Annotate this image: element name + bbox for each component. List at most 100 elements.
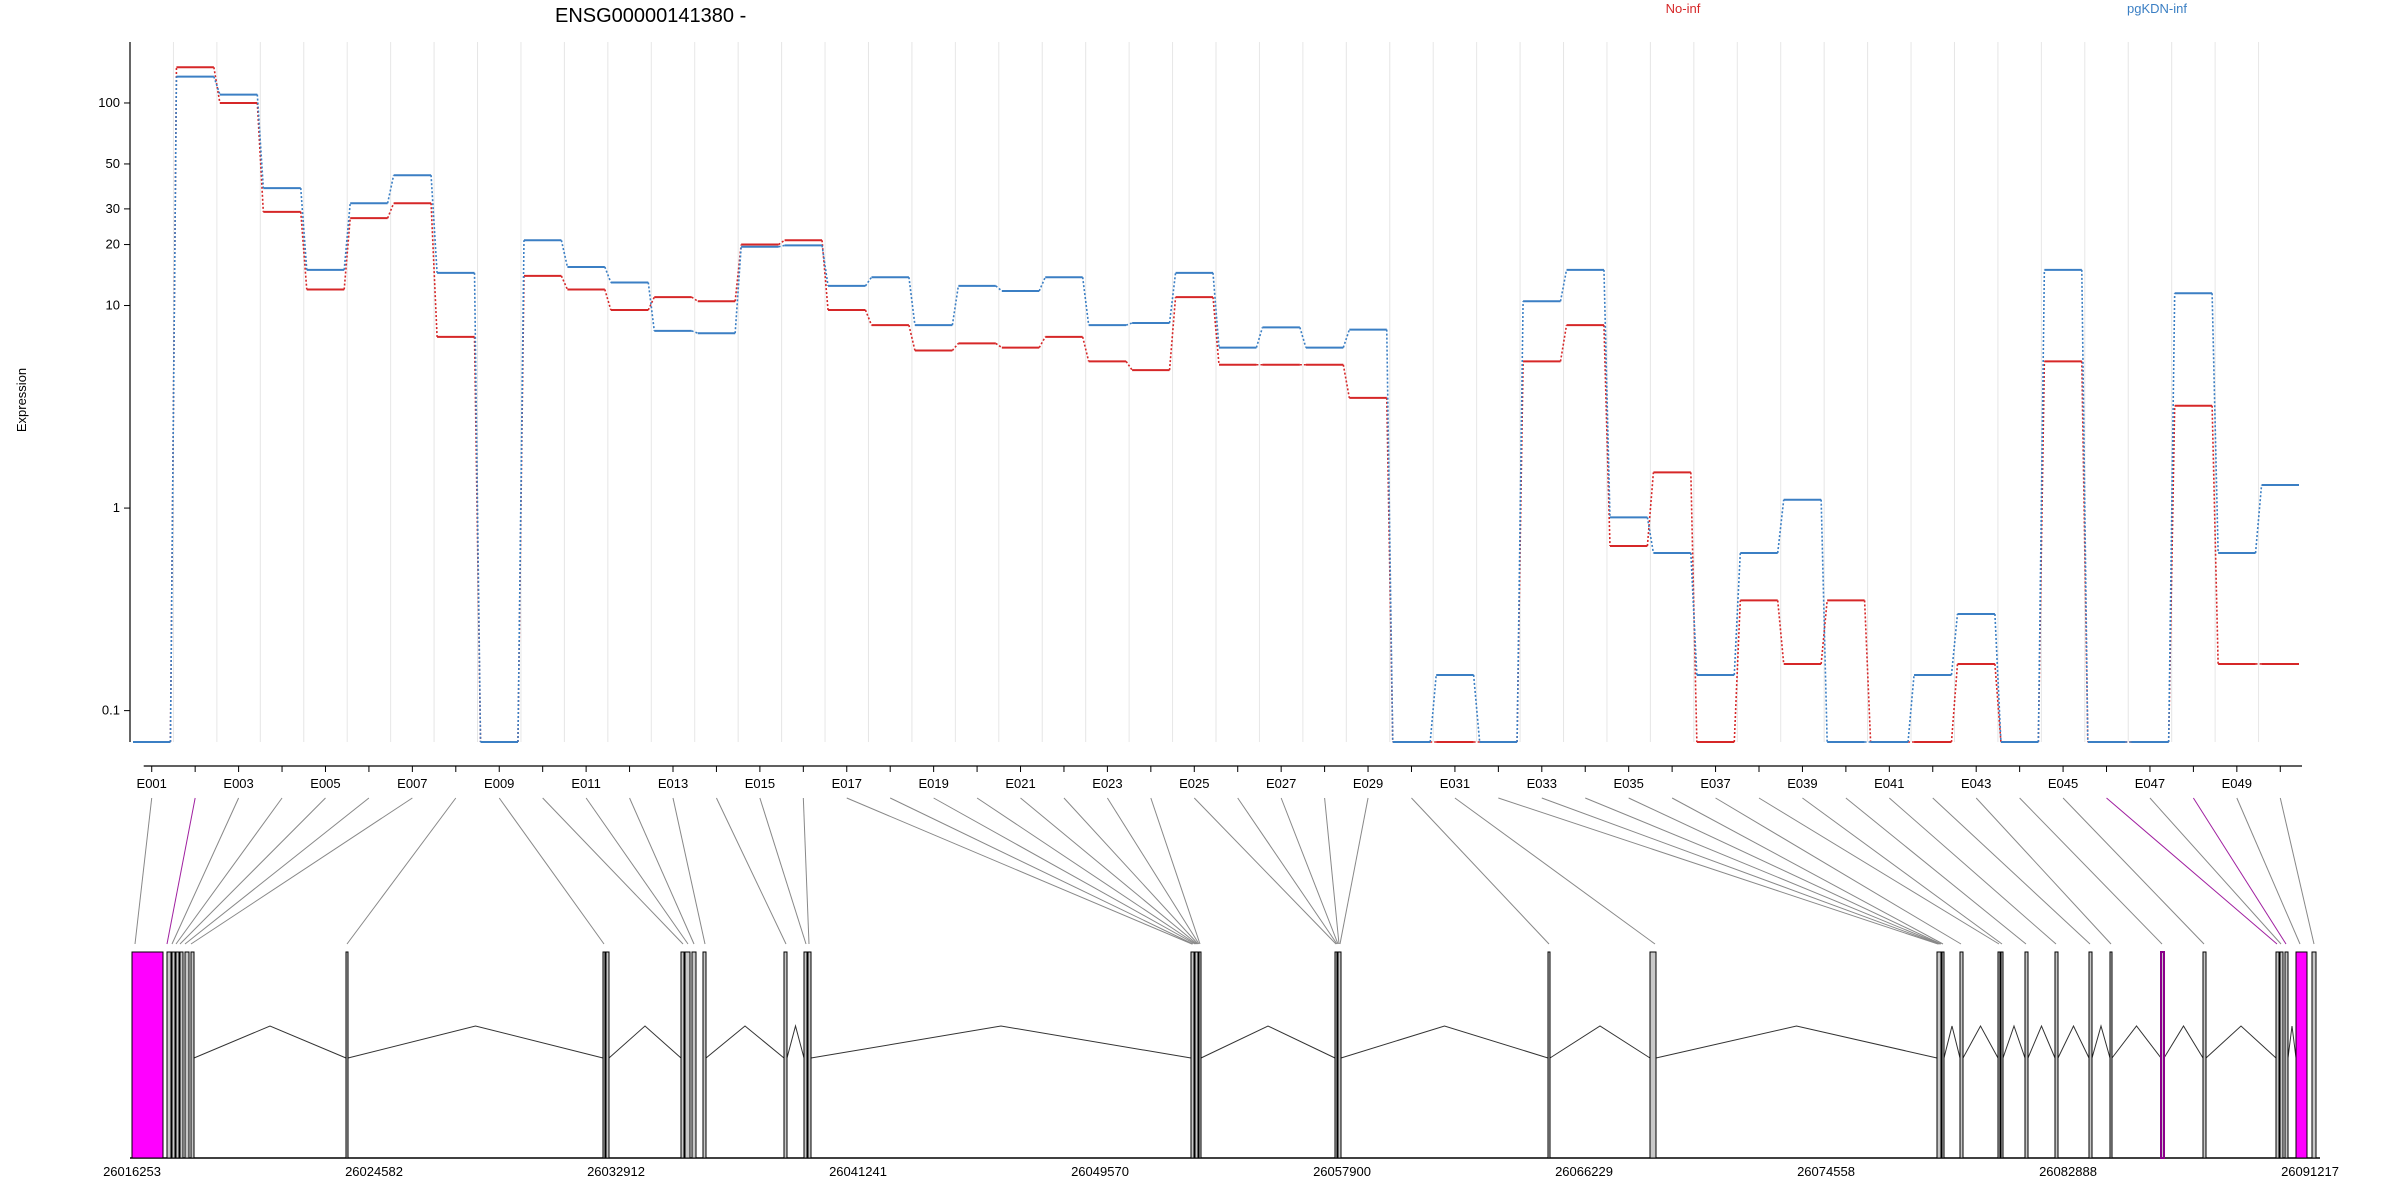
exon-connector (134, 797, 153, 945)
exon-connector (2019, 797, 2163, 945)
exon-block (1941, 951, 1945, 1159)
exon-label: E011 (571, 776, 600, 791)
intron (2163, 1025, 2204, 1059)
exon-connectors (134, 797, 2315, 945)
legend-entry-no-inf: No-inf (1666, 1, 1701, 16)
coordinate-label: 26066229 (1555, 1164, 1613, 1179)
exon-connector (166, 797, 196, 945)
exon-label: E039 (1787, 776, 1817, 791)
exon-transition (995, 342, 1003, 349)
exon-block (2000, 951, 2004, 1159)
exon-block (1649, 951, 1657, 1159)
exon-transition (908, 324, 916, 351)
exon-connector (1280, 797, 1339, 945)
exon-connector (672, 797, 706, 945)
intron (1340, 1025, 1549, 1059)
exon-connector (1498, 797, 1939, 945)
exon-block (1198, 951, 1202, 1159)
exon-transition (951, 285, 960, 326)
intron (2057, 1024, 2090, 1059)
exon-transition (1907, 674, 1915, 743)
intron (1943, 1025, 1961, 1059)
exon-block (2202, 951, 2207, 1159)
exon-connector (1585, 797, 1941, 945)
series-lines (133, 66, 2299, 743)
exon-transition (560, 240, 569, 268)
y-tick-label: 0.1 (102, 703, 120, 718)
coordinate-label: 26082888 (2039, 1164, 2097, 1179)
coordinate-label: 26074558 (1797, 1164, 1855, 1179)
exon-transition (1820, 600, 1828, 665)
exon-connector (1020, 797, 1198, 945)
exon-transition (1776, 600, 1785, 665)
intron (1962, 1024, 1999, 1059)
exon-connector (171, 797, 240, 945)
exon-block (131, 951, 164, 1159)
series-pgkdn-inf (133, 75, 2299, 743)
exon-label: E049 (2222, 776, 2252, 791)
exon-block (2295, 951, 2308, 1159)
exon-transition (995, 285, 1003, 292)
exon-transition (2254, 484, 2263, 554)
axes: 0.1 1 10 20 30 50 100 (98, 42, 2302, 772)
y-axis-label: Expression (14, 368, 29, 432)
exon-transition (1559, 269, 1568, 302)
exon-connector (1339, 797, 1369, 945)
exon-connector (802, 797, 810, 945)
exon-connector (1758, 797, 2000, 945)
exon-transition (2167, 293, 2176, 743)
intron (2205, 1025, 2277, 1059)
y-tick-label: 50 (106, 156, 120, 171)
exon-gridlines (172, 42, 2260, 742)
exon-connector (498, 797, 605, 945)
exon-transition (560, 275, 569, 290)
exon-connector (629, 797, 695, 945)
exon-connector (1150, 797, 1201, 945)
exon-connector (2106, 797, 2278, 945)
exon-label: E001 (137, 776, 167, 791)
exon-transition (778, 239, 786, 246)
exon-connector (1541, 797, 1940, 945)
exon-connector (1193, 797, 1337, 945)
exon-label: E017 (832, 776, 862, 791)
exon-connector (715, 797, 787, 945)
exon-block (684, 951, 691, 1159)
coordinate-label: 26049570 (1071, 1164, 1129, 1179)
exon-block (184, 951, 190, 1159)
exon-label: E043 (1961, 776, 1991, 791)
exon-transition (1776, 499, 1785, 554)
exon-label: E009 (484, 776, 514, 791)
intron (2111, 1025, 2162, 1059)
exon-label: E021 (1005, 776, 1035, 791)
exon-connector (933, 797, 1196, 945)
exon-transition (647, 282, 656, 331)
exon-transition (1994, 663, 2002, 743)
exon-transition (430, 175, 438, 273)
exon-block (171, 951, 176, 1159)
exon-transition (1125, 360, 1133, 371)
exon-connector (2062, 797, 2205, 945)
exon-connector (184, 797, 370, 945)
intron (2002, 1024, 2026, 1059)
exon-label: E041 (1874, 776, 1904, 791)
exon-transition (1646, 472, 1655, 547)
exon-connector (889, 797, 1194, 945)
exon-block (175, 951, 180, 1159)
exon-connector (2236, 797, 2301, 945)
exon-transition (343, 203, 351, 270)
exon-transition (1342, 364, 1351, 399)
exon-block (2024, 951, 2029, 1159)
exon-block (190, 951, 195, 1159)
intron (810, 1025, 1192, 1059)
exon-block (807, 951, 812, 1159)
exon-transition (1994, 613, 2002, 743)
exon-transition (1820, 499, 1828, 743)
coordinate-label: 26016253 (103, 1164, 161, 1179)
exon-label: E037 (1700, 776, 1730, 791)
exon-transition (1212, 297, 1220, 365)
exon-connector (759, 797, 807, 945)
intron (1200, 1025, 1336, 1059)
exon-block (2279, 951, 2284, 1159)
exon-block (1190, 951, 1195, 1159)
